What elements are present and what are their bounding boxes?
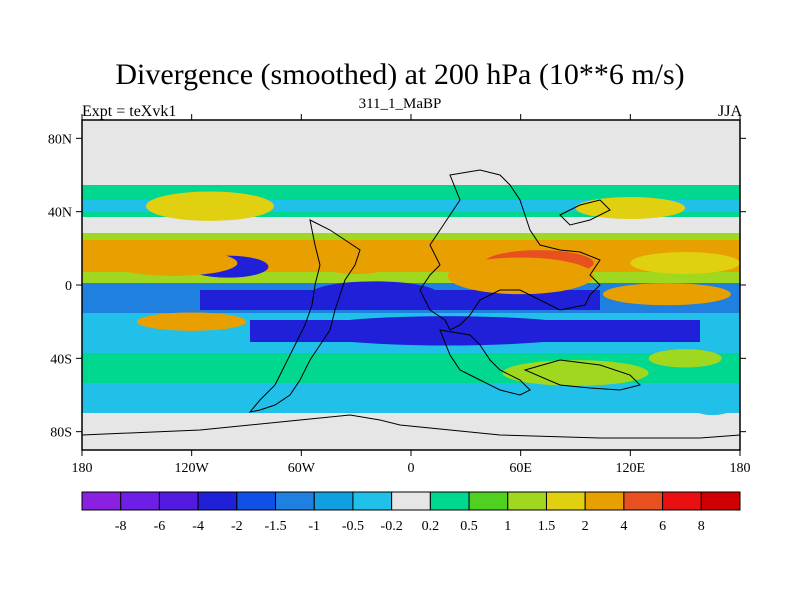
- colorbar-label: -2: [231, 519, 243, 534]
- x-tick-label: 60E: [509, 461, 532, 476]
- field-blob-2: [310, 244, 402, 274]
- x-tick-label: 120E: [616, 461, 646, 476]
- field-blob-8: [136, 312, 247, 331]
- colorbar-label: 8: [698, 519, 705, 534]
- colorbar-label: 4: [620, 519, 627, 534]
- colorbar-label: 1.5: [538, 519, 556, 534]
- colorbar-swatch: [158, 491, 199, 511]
- colorbar-swatch: [120, 491, 160, 511]
- field-blob-5: [630, 252, 740, 274]
- field-blob-12: [502, 360, 649, 386]
- colorbar-swatch: [507, 491, 547, 511]
- colorbar-swatch: [545, 491, 586, 511]
- colorbar-swatch: [468, 491, 509, 511]
- colorbar-swatch: [197, 491, 238, 511]
- colorbar: -8 -6 -4 -2 -1.5 -1 -0.5 -0.2 0.2 0.5 1 1.5 2 4 6 8: [81, 491, 741, 534]
- coastline-americas: [248, 219, 361, 413]
- coastline-eurasia-africa: [419, 169, 601, 331]
- coastlines: [82, 169, 740, 439]
- colorbar-swatch: [623, 491, 664, 511]
- colorbar-swatch: [81, 491, 122, 511]
- colorbar-label: -4: [192, 519, 204, 534]
- colorbar-label: 2: [582, 519, 589, 534]
- colorbar-label: 6: [659, 519, 666, 534]
- colorbar-label: 0.2: [422, 519, 440, 534]
- y-tick-label: 40N: [48, 206, 72, 221]
- y-axis: 80N 40N 0 40S 80S: [48, 132, 746, 441]
- coastline-australia: [523, 359, 641, 391]
- colorbar-label: 0.5: [460, 519, 478, 534]
- colorbar-label: -0.2: [381, 519, 403, 534]
- band-polar-south: [82, 413, 740, 450]
- field-blob-14: [685, 385, 740, 416]
- colorbar-swatch: [275, 491, 315, 511]
- x-tick-label: 180: [730, 461, 751, 476]
- colorbar-label: -1: [308, 519, 320, 534]
- y-tick-label: 80N: [48, 132, 72, 147]
- colorbar-swatch: [352, 491, 393, 511]
- colorbar-swatch: [584, 491, 625, 511]
- y-tick-label: 40S: [50, 352, 72, 367]
- x-tick-label: 120W: [175, 461, 210, 476]
- x-tick-label: 0: [408, 461, 415, 476]
- season-label: JJA: [717, 103, 742, 120]
- colorbar-label: 1: [504, 519, 511, 534]
- field-blob-1: [109, 250, 238, 276]
- field-blob-4: [447, 257, 594, 295]
- y-tick-label: 80S: [50, 426, 72, 441]
- field-blob-13: [648, 349, 722, 368]
- colorbar-swatch: [313, 491, 354, 511]
- coastline-antarctica: [82, 414, 740, 439]
- field-blob-10: [145, 191, 274, 221]
- coastline-east-asia: [559, 199, 611, 226]
- colorbar-swatch: [700, 491, 741, 511]
- colorbar-label: -6: [154, 519, 166, 534]
- colorbar-label: -0.5: [342, 519, 364, 534]
- field-blob-9: [602, 283, 731, 306]
- x-tick-label: 180: [72, 461, 93, 476]
- field-blob-6: [310, 281, 439, 307]
- colorbar-swatch: [429, 491, 470, 511]
- colorbar-swatch: [391, 491, 431, 511]
- colorbar-label: -8: [115, 519, 127, 534]
- chart-title: Divergence (smoothed) at 200 hPa (10**6 …: [115, 58, 685, 91]
- x-axis: 180 120W 60W 0 60E 120E 180: [72, 114, 751, 476]
- field-blob-11: [575, 197, 686, 219]
- colorbar-label: -1.5: [264, 519, 286, 534]
- y-tick-label: 0: [65, 279, 72, 294]
- band-south-cyan: [82, 383, 740, 413]
- colorbar-swatch: [662, 491, 702, 511]
- colorbar-swatch: [236, 491, 277, 511]
- coastline-africa-south: [439, 329, 531, 396]
- case-label: 311_1_MaBP: [358, 96, 442, 112]
- experiment-label: Expt = teXvk1: [82, 103, 177, 120]
- band-north-neutral: [82, 217, 740, 233]
- contour-field: [82, 185, 740, 450]
- x-tick-label: 60W: [288, 461, 316, 476]
